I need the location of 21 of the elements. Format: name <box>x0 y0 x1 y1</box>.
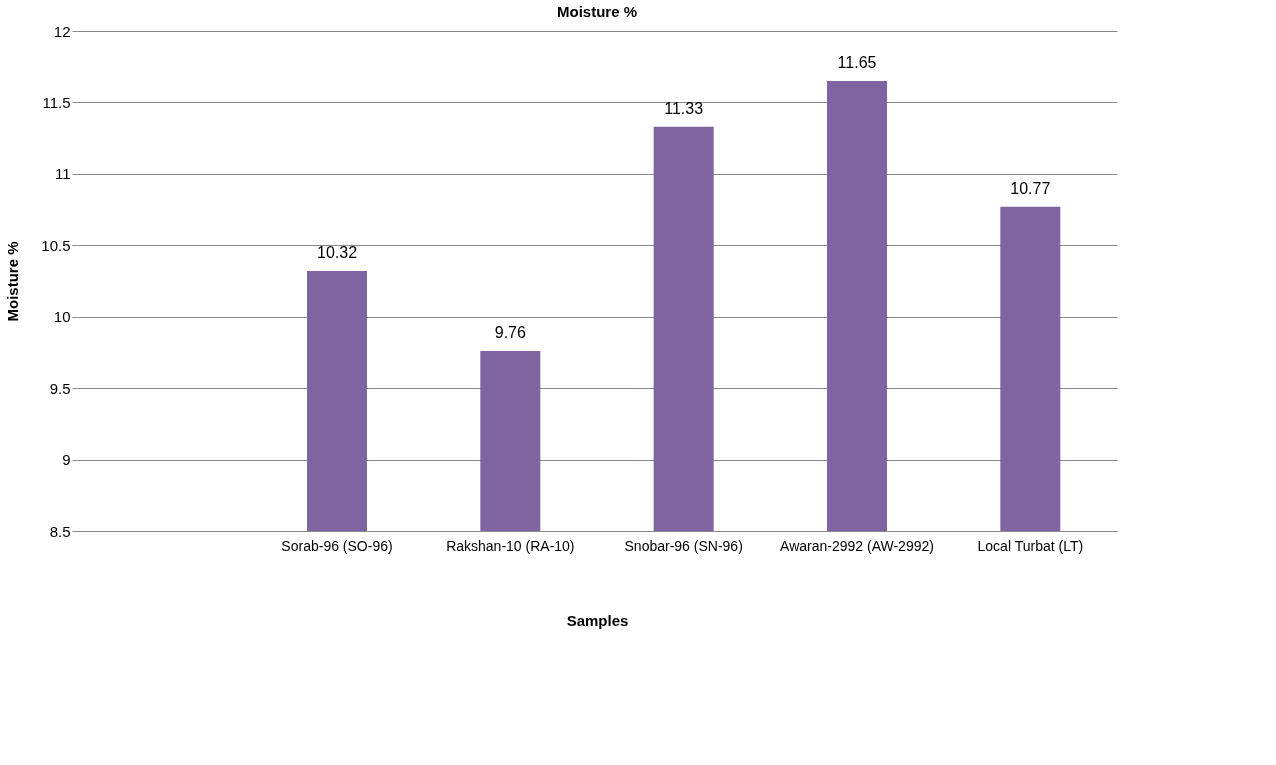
x-tick-label: Snobar-96 (SN-96) <box>624 537 743 554</box>
x-tick-label: Sorab-96 (SO-96) <box>281 537 393 554</box>
x-tick-label: Local Turbat (LT) <box>977 537 1084 554</box>
data-label: 10.77 <box>1010 179 1051 197</box>
y-tick-label: 12 <box>53 22 71 40</box>
data-label: 11.65 <box>837 54 877 71</box>
data-label: 10.32 <box>316 244 358 261</box>
x-axis-title: Samples <box>566 611 629 629</box>
y-tick-label: 10.5 <box>41 236 71 254</box>
y-tick-label: 11.5 <box>42 93 71 111</box>
x-tick-label: Awaran-2992 (AW-2992) <box>780 537 934 554</box>
y-tick-label: 11 <box>54 165 71 183</box>
y-tick-label: 10 <box>53 308 71 326</box>
x-tick-label: Rakshan-10 (RA-10) <box>446 537 575 554</box>
chart-title: Moisture % <box>556 3 638 20</box>
data-label: 11.33 <box>664 99 704 117</box>
y-tick-label: 8.5 <box>49 522 71 540</box>
y-tick-label: 9 <box>62 451 71 469</box>
y-axis-title: Moisture % <box>4 241 22 322</box>
y-tick-label: 9.5 <box>49 379 71 397</box>
data-label: 9.76 <box>494 324 527 341</box>
